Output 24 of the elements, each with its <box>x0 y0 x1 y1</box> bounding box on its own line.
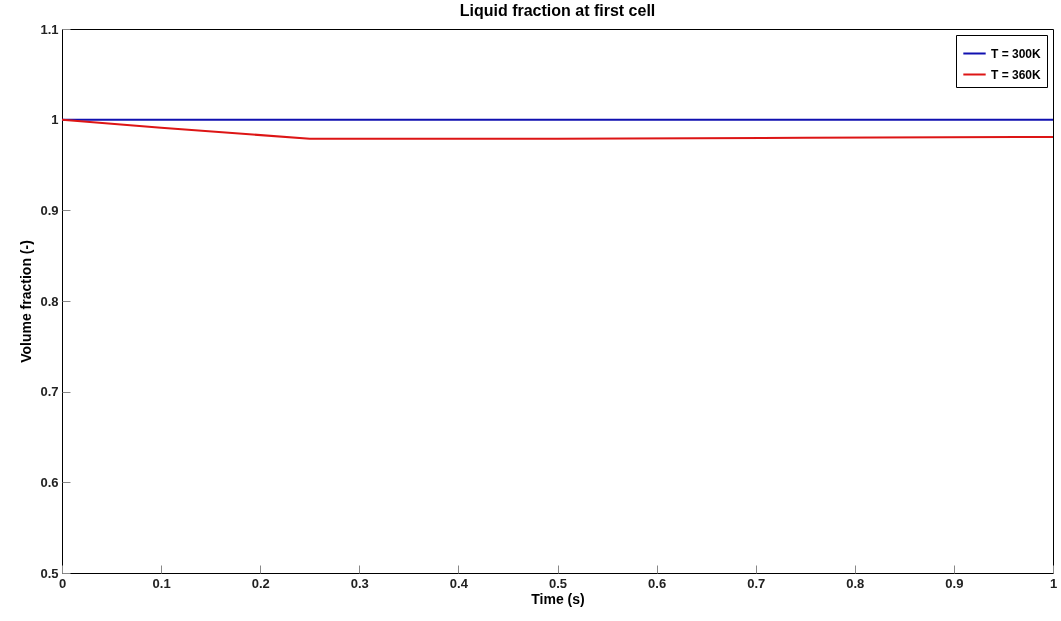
x-tick-label: 1 <box>1049 575 1058 591</box>
y-tick-label: 0.8 <box>40 293 59 309</box>
y-tick-label: 1.1 <box>40 21 59 37</box>
chart-title: Liquid fraction at first cell <box>459 2 656 19</box>
line-series <box>61 118 1054 140</box>
y-tick-label: 0.5 <box>40 565 59 581</box>
y-tick-label: 0.9 <box>40 202 59 218</box>
x-tick-label: 0.8 <box>846 575 865 591</box>
x-tick-label: 0.6 <box>648 575 667 591</box>
x-tick-label: 0 <box>58 575 67 591</box>
x-tick-label: 0.2 <box>251 575 270 591</box>
y-tick-label: 1 <box>51 112 59 128</box>
x-tick-label: 0.1 <box>152 575 171 591</box>
x-axis-title: Time (s) <box>531 590 585 607</box>
x-tick-label: 0.7 <box>747 575 766 591</box>
x-tick-label: 0.9 <box>945 575 964 591</box>
y-axis-title: Volume fraction (-) <box>18 240 35 363</box>
y-tick-label: 0.6 <box>40 474 59 490</box>
x-tick-label: 0.4 <box>449 575 469 591</box>
y-tick-label: 0.7 <box>40 384 59 400</box>
legend-label: T = 360K <box>991 67 1042 82</box>
x-tick-label: 0.5 <box>548 575 568 591</box>
x-tick-label: 0.3 <box>350 575 369 591</box>
legend-label: T = 300K <box>991 46 1042 61</box>
